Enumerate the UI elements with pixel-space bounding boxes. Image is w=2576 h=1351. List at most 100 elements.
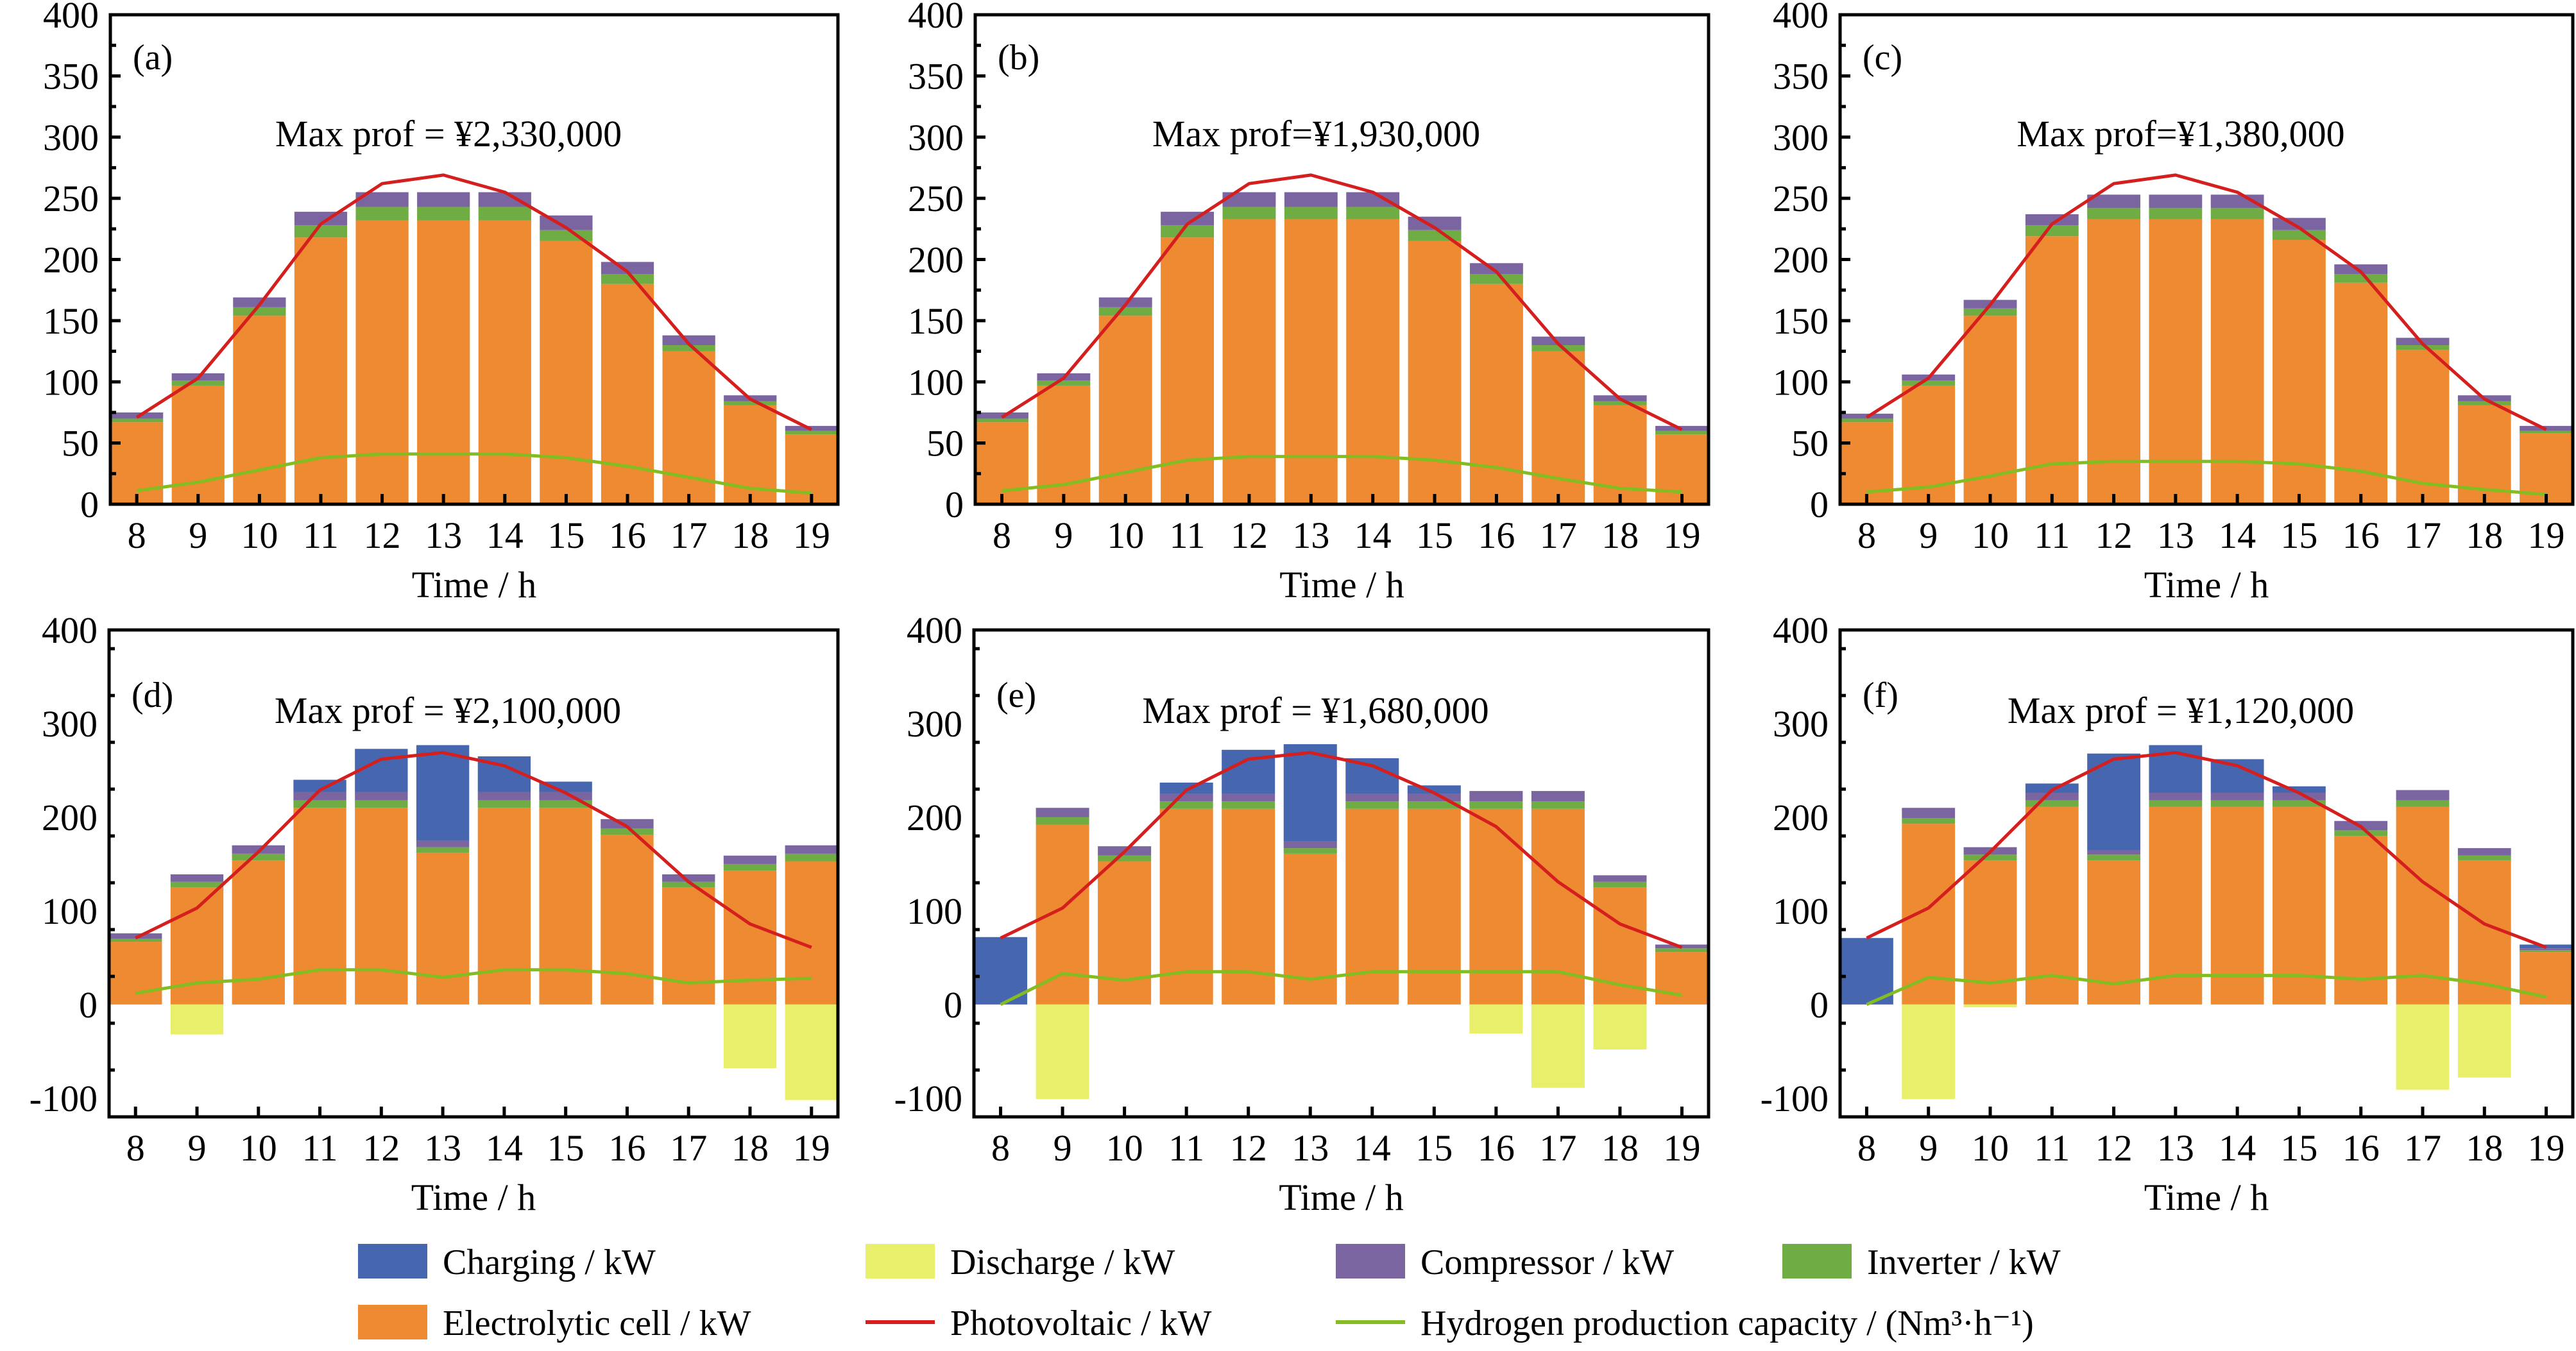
x-axis-title: Time / h bbox=[411, 1177, 536, 1218]
x-tick-label: 15 bbox=[2280, 514, 2317, 556]
bar-electrolytic-11 bbox=[2025, 236, 2079, 504]
x-tick-label: 11 bbox=[1170, 514, 1206, 556]
x-tick-label: 12 bbox=[1231, 514, 1268, 556]
x-axis-title: Time / h bbox=[1279, 1177, 1403, 1218]
y-tick-label: 200 bbox=[908, 239, 964, 281]
x-tick-label: 11 bbox=[302, 1127, 338, 1169]
y-tick-label: 300 bbox=[908, 117, 964, 158]
x-tick-label: 9 bbox=[1919, 1127, 1938, 1169]
y-tick-label: 350 bbox=[43, 55, 99, 97]
bar-inverter-19 bbox=[1655, 430, 1709, 435]
x-tick-label: 17 bbox=[1539, 1127, 1576, 1169]
panel-label: (c) bbox=[1863, 38, 1902, 78]
bar-inverter-14 bbox=[1345, 801, 1399, 809]
bar-inverter-13 bbox=[416, 847, 470, 853]
y-tick-label: -100 bbox=[1761, 1078, 1829, 1119]
bars bbox=[110, 192, 838, 504]
bar-inverter-18 bbox=[724, 401, 777, 405]
chart-panel-e: -100 0 100 200 300 400 8 9 10 11 12 13 14 15 16 17 18 19 T… bbox=[894, 609, 1710, 1218]
legend: Charging / kW Discharge / kW Compressor / … bbox=[358, 1243, 2061, 1343]
bar-inverter-11 bbox=[293, 800, 346, 808]
y-tick-label: 400 bbox=[907, 609, 962, 651]
bar-compressor-16 bbox=[1469, 263, 1523, 275]
bar-electrolytic-14 bbox=[2210, 806, 2264, 1005]
plot-frame bbox=[1838, 628, 2575, 1119]
x-tick-label: 17 bbox=[2404, 514, 2441, 556]
line-pv bbox=[1866, 751, 2547, 949]
bar-inverter-16 bbox=[601, 274, 654, 284]
bar-inverter-18 bbox=[1593, 401, 1647, 405]
bar-charging-8 bbox=[1840, 938, 1893, 1005]
bar-electrolytic-14 bbox=[478, 220, 531, 504]
max-profit-annotation: Max prof = ¥2,100,000 bbox=[275, 690, 621, 731]
bar-compressor-13 bbox=[2149, 792, 2203, 801]
bar-charging-15 bbox=[2273, 786, 2326, 793]
x-tick-label: 14 bbox=[2219, 514, 2256, 556]
x-tick-label: 10 bbox=[1972, 1127, 2009, 1169]
x-tick-label: 19 bbox=[793, 1127, 830, 1169]
bar-electrolytic-14 bbox=[477, 808, 531, 1005]
bar-electrolytic-15 bbox=[2273, 806, 2326, 1005]
y-tick-label: 200 bbox=[1773, 239, 1829, 281]
y-tick-label: 150 bbox=[908, 300, 964, 342]
chart-panel-a: 0 50 100 150 200 250 300 350 400 8 9 10 11 12 13 14 15 16… bbox=[43, 0, 840, 606]
bar-inverter-8 bbox=[1840, 418, 1893, 423]
x-tick-label: 12 bbox=[2095, 1127, 2133, 1169]
bar-inverter-12 bbox=[2087, 854, 2140, 861]
bar-discharge-18 bbox=[723, 1004, 777, 1069]
x-tick-label: 11 bbox=[2034, 1127, 2070, 1169]
bar-compressor-15 bbox=[539, 792, 592, 801]
bar-compressor-15 bbox=[2273, 792, 2326, 801]
x-tick-label: 8 bbox=[128, 514, 146, 556]
y-tick-label: 100 bbox=[907, 890, 962, 932]
x-tick-label: 13 bbox=[424, 1127, 461, 1169]
legend-label-pv: Photovoltaic / kW bbox=[950, 1304, 1212, 1343]
bar-electrolytic-15 bbox=[540, 241, 593, 504]
x-tick-label: 8 bbox=[126, 1127, 145, 1169]
bar-inverter-16 bbox=[2334, 274, 2388, 283]
bar-inverter-13 bbox=[417, 207, 470, 221]
y-tick-label: 250 bbox=[43, 178, 99, 219]
bar-compressor-12 bbox=[1222, 794, 1275, 802]
bar-compressor-11 bbox=[2025, 792, 2079, 801]
bar-inverter-11 bbox=[294, 225, 348, 238]
bar-compressor-16 bbox=[601, 262, 654, 275]
line-h2 bbox=[1000, 970, 1682, 1007]
legend-swatch-compressor bbox=[1336, 1244, 1405, 1279]
x-tick-label: 18 bbox=[1601, 1127, 1639, 1169]
bar-discharge-19 bbox=[785, 1004, 838, 1100]
x-axis-title: Time / h bbox=[2144, 564, 2269, 606]
bar-inverter-8 bbox=[975, 418, 1028, 423]
y-tick-label: 300 bbox=[1773, 703, 1829, 745]
bar-electrolytic-11 bbox=[294, 237, 348, 504]
bar-charging-12 bbox=[355, 749, 408, 792]
legend-label-electrolytic: Electrolytic cell / kW bbox=[443, 1304, 751, 1343]
bar-electrolytic-12 bbox=[355, 808, 408, 1005]
bar-inverter-16 bbox=[1469, 801, 1523, 809]
y-tick-label: 100 bbox=[908, 361, 964, 403]
x-tick-label: 14 bbox=[486, 514, 524, 556]
bar-inverter-19 bbox=[785, 853, 838, 862]
bar-charging-11 bbox=[2025, 783, 2079, 793]
bar-electrolytic-17 bbox=[662, 887, 715, 1005]
bar-electrolytic-15 bbox=[2273, 239, 2326, 504]
bar-compressor-13 bbox=[1284, 192, 1338, 207]
bar-electrolytic-11 bbox=[293, 808, 346, 1005]
x-tick-label: 8 bbox=[1857, 1127, 1876, 1169]
legend-item-discharge: Discharge / kW bbox=[866, 1243, 1175, 1282]
max-profit-annotation: Max prof = ¥2,330,000 bbox=[275, 113, 622, 155]
legend-swatch-inverter bbox=[1782, 1244, 1852, 1279]
y-tick-label: 150 bbox=[43, 300, 99, 342]
bar-electrolytic-15 bbox=[1407, 808, 1461, 1005]
x-tick-label: 11 bbox=[1168, 1127, 1204, 1169]
y-tick-label: 300 bbox=[1773, 117, 1829, 158]
bar-inverter-17 bbox=[1531, 345, 1585, 352]
x-tick-label: 15 bbox=[1416, 514, 1453, 556]
bar-compressor-14 bbox=[2210, 792, 2264, 801]
y-tick-label: 250 bbox=[908, 178, 964, 219]
x-tick-label: 9 bbox=[189, 514, 207, 556]
x-tick-label: 18 bbox=[2466, 514, 2503, 556]
x-tick-label: 17 bbox=[1540, 514, 1577, 556]
bar-compressor-12 bbox=[355, 192, 409, 207]
x-tick-label: 11 bbox=[2034, 514, 2070, 556]
